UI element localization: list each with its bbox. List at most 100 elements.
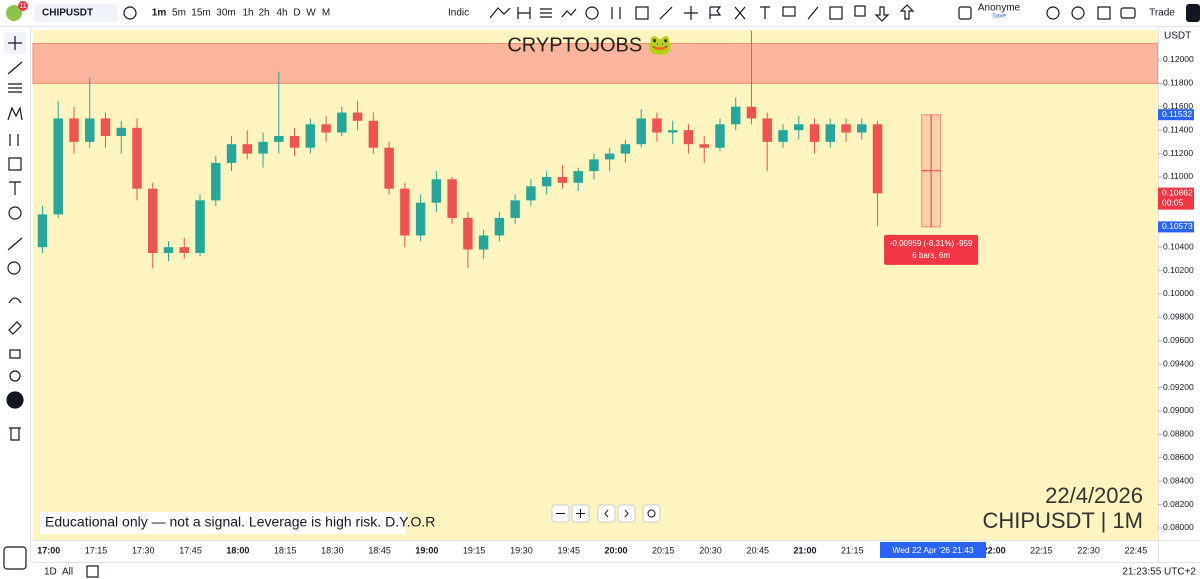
- candle-body: [132, 127, 142, 189]
- badge-count: 11: [19, 3, 26, 10]
- disclaimer-box: [40, 512, 406, 534]
- candle-body: [731, 106, 741, 125]
- interval[interactable]: 30m: [216, 8, 235, 19]
- candle-body: [447, 179, 457, 218]
- candle-body: [400, 188, 410, 236]
- y-tick-label: 0.11200: [1163, 148, 1193, 158]
- candle-body: [652, 118, 662, 133]
- y-tick-label: 0.11400: [1163, 124, 1193, 134]
- candle-body: [604, 153, 615, 160]
- x-tick-label: 22:30: [1077, 545, 1100, 555]
- candle-body: [620, 144, 631, 154]
- left-tools[interactable]: [3, 32, 27, 570]
- candle-body: [841, 124, 851, 133]
- candle-body: [589, 159, 599, 172]
- drawing-tools[interactable]: [489, 4, 1136, 22]
- candle-body: [746, 106, 757, 119]
- candle-body: [195, 200, 205, 254]
- x-tick-label: 22:00: [983, 545, 1006, 555]
- x-tick-label: 17:45: [179, 545, 202, 555]
- candle-body: [368, 120, 379, 148]
- price-badge: [1158, 109, 1194, 121]
- interval[interactable]: M: [322, 8, 330, 19]
- candle-body: [825, 124, 835, 142]
- y-tick-label: 0.11000: [1163, 171, 1193, 181]
- x-tick-label: 19:00: [415, 545, 438, 555]
- candle-body: [541, 176, 552, 187]
- symbol[interactable]: CHIPUSDT: [42, 8, 93, 19]
- x-tick-label: 18:45: [368, 545, 391, 555]
- range-1d[interactable]: 1D: [44, 567, 57, 578]
- chart-background[interactable]: [33, 30, 1158, 540]
- currency[interactable]: USDT: [1164, 31, 1191, 42]
- interval[interactable]: 5m: [172, 8, 186, 19]
- candle-body: [872, 124, 883, 194]
- candle-body: [384, 147, 394, 189]
- y-tick-label: 0.08200: [1163, 499, 1194, 509]
- x-tick-label: 17:30: [132, 545, 155, 555]
- candle-body: [463, 217, 473, 250]
- x-tick-label: 18:30: [321, 545, 344, 555]
- x-tick-label: 22:45: [1125, 545, 1148, 555]
- y-tick-label: 0.10200: [1163, 265, 1194, 275]
- candle-body: [778, 130, 788, 142]
- crosshair-label: Wed 22 Apr '26 21:43: [892, 545, 974, 555]
- logo[interactable]: [6, 5, 22, 21]
- y-tick-label: 0.09800: [1163, 312, 1194, 322]
- y-tick-label: 0.08000: [1163, 522, 1194, 532]
- candle-body: [352, 112, 363, 121]
- candle-body: [683, 130, 694, 145]
- y-tick-label: 0.09200: [1163, 382, 1194, 392]
- chart-title: CRYPTOJOBS 🐸: [507, 34, 672, 56]
- candle-body: [69, 118, 79, 142]
- interval[interactable]: D: [293, 8, 300, 19]
- save-label[interactable]: Save: [992, 14, 1006, 20]
- add-icon[interactable]: [123, 6, 137, 20]
- x-tick-label: 18:15: [274, 545, 297, 555]
- interval[interactable]: W: [306, 8, 316, 19]
- candle-body: [667, 130, 678, 133]
- candle-body: [337, 112, 347, 133]
- x-tick-label: 19:30: [510, 545, 533, 555]
- trade[interactable]: Trade: [1149, 8, 1175, 19]
- price-badge: [1158, 187, 1194, 210]
- candle-body: [242, 144, 253, 154]
- interval[interactable]: 1m: [152, 8, 167, 19]
- candle-body: [809, 124, 820, 142]
- candle-body: [148, 188, 158, 254]
- notif-badge: [18, 1, 28, 11]
- candle-body: [274, 136, 284, 142]
- candle-body: [699, 144, 709, 148]
- candle-body: [37, 214, 48, 248]
- interval[interactable]: 15m: [191, 8, 210, 19]
- candle-body: [116, 127, 126, 137]
- interval[interactable]: 4h: [276, 8, 287, 19]
- nav-buttons[interactable]: [551, 504, 661, 523]
- x-tick-label: 17:15: [85, 545, 108, 555]
- indicators[interactable]: Indic: [448, 8, 469, 19]
- y-tick-label: 0.10400: [1163, 241, 1194, 251]
- candle-body: [163, 247, 174, 254]
- candle-body: [573, 171, 583, 183]
- x-tick-label: 17:00: [37, 545, 60, 555]
- interval[interactable]: 1h: [242, 8, 253, 19]
- interval[interactable]: 2h: [258, 8, 269, 19]
- range-all[interactable]: All: [62, 567, 73, 578]
- candle-body: [857, 124, 867, 133]
- symbol-box[interactable]: [34, 4, 118, 22]
- candle-body: [84, 118, 95, 142]
- publish-btn[interactable]: [1186, 4, 1200, 22]
- y-tick-label: 0.09000: [1163, 405, 1194, 415]
- measure-bars: 6 bars, 6m: [912, 251, 950, 260]
- x-tick-label: 20:15: [652, 545, 675, 555]
- candle-body: [179, 247, 189, 254]
- price-badge-label: 0.10862: [1162, 187, 1193, 197]
- y-tick-label: 0.08600: [1163, 452, 1194, 462]
- y-tick-label: 0.08800: [1163, 429, 1194, 439]
- date-range-icon[interactable]: [86, 565, 99, 578]
- y-tick-label: 0.09400: [1163, 358, 1194, 368]
- user-name[interactable]: Anonyme: [978, 3, 1021, 14]
- x-tick-label: 22:15: [1030, 545, 1053, 555]
- x-tick-label: 19:15: [463, 545, 486, 555]
